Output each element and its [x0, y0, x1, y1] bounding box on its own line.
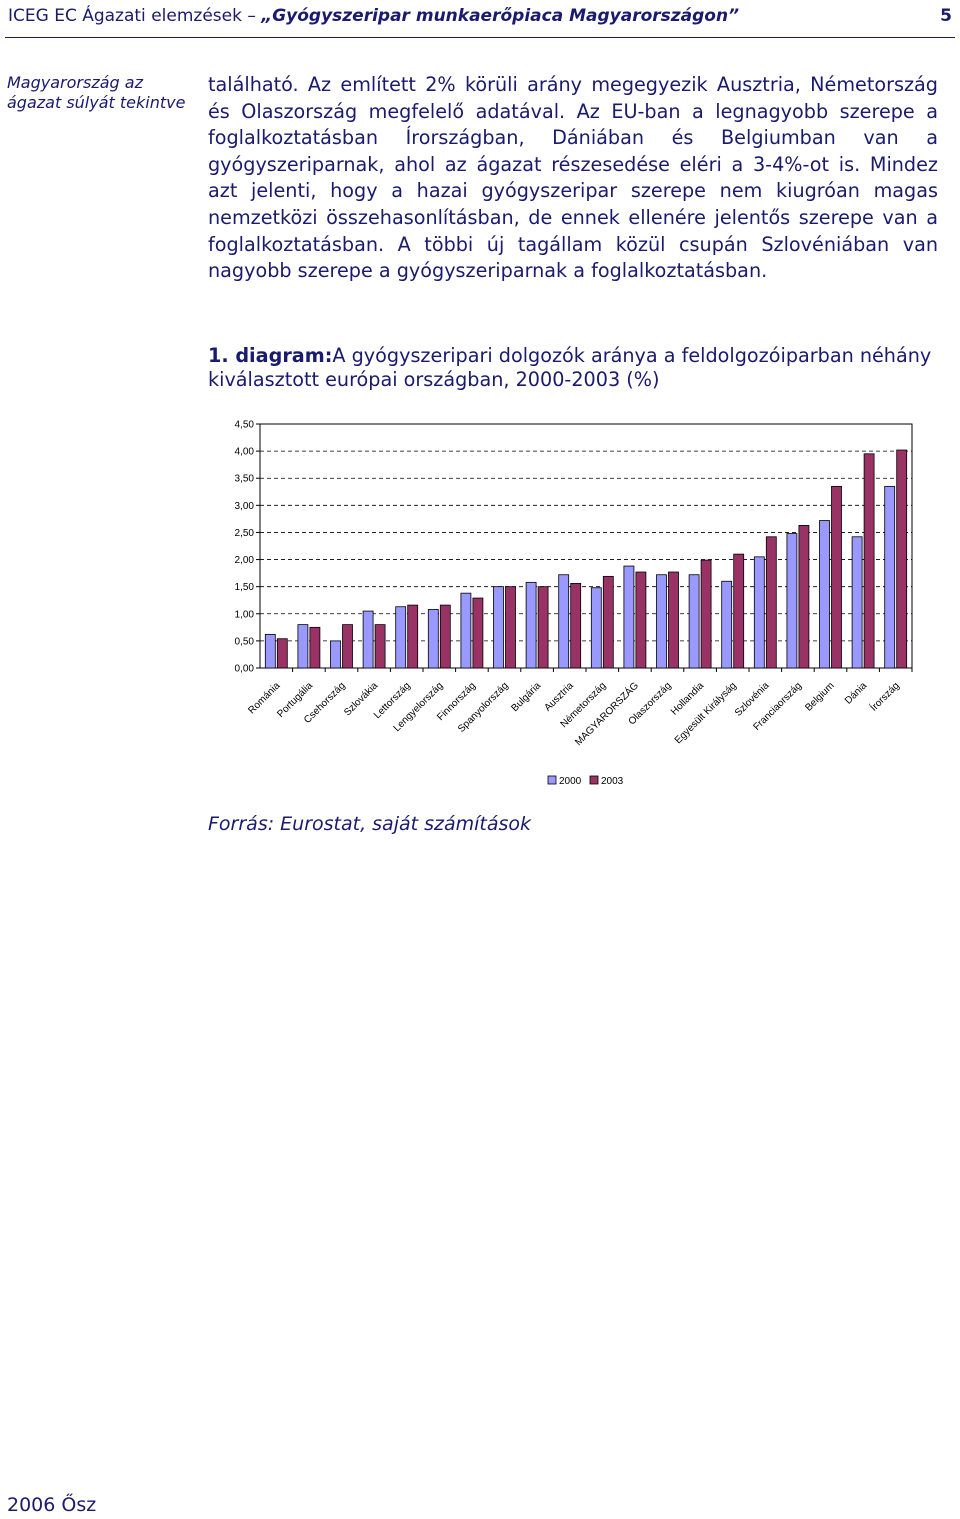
bar-2003 — [342, 624, 353, 669]
body-paragraph: található. Az említett 2% körüli arány m… — [208, 73, 938, 283]
y-tick-label: 2,50 — [235, 528, 255, 539]
chart-caption: 1. diagram:A gyógyszeripari dolgozók ará… — [208, 344, 938, 392]
bar-2003 — [374, 624, 386, 669]
bar-2003 — [505, 586, 516, 669]
y-tick-label: 0,00 — [235, 664, 255, 675]
bar-2003 — [700, 559, 712, 669]
legend-label: 2000 — [559, 776, 582, 787]
bar-2003 — [309, 626, 321, 669]
page-header: ICEG EC Ágazati elemzések – „Gyógyszerip… — [8, 6, 954, 34]
publication-name: ICEG EC Ágazati elemzések – — [8, 6, 262, 26]
chart-svg: 0,00 0,50 1,00 1,50 2,00 2,50 3,00 3,50 4,00 4,50… — [235, 420, 913, 787]
x-tick-label: Dánia — [843, 680, 870, 707]
bar-2000 — [688, 574, 700, 669]
y-tick-label: 3,00 — [235, 501, 255, 512]
bar-2003 — [472, 597, 484, 669]
bar-2003 — [570, 583, 582, 669]
header-divider — [5, 37, 955, 38]
legend-swatch — [547, 775, 557, 785]
legend-label: 2003 — [601, 776, 624, 787]
x-tick-label: Írország — [867, 679, 902, 714]
x-tick-label: Belgium — [803, 680, 836, 713]
bar-2003 — [439, 604, 451, 669]
y-tick-label: 4,50 — [235, 420, 255, 431]
y-tick-label: 0,50 — [235, 636, 255, 647]
bar-2000 — [395, 606, 407, 669]
y-tick-label: 3,50 — [235, 474, 255, 485]
bar-2000 — [460, 592, 472, 669]
page-number: 5 — [940, 6, 952, 26]
chart-caption-label: 1. diagram: — [208, 344, 333, 367]
bar-2000 — [525, 581, 537, 669]
bar-2000 — [493, 586, 504, 669]
source-note: Forrás: Eurostat, saját számítások — [208, 813, 532, 835]
bar-2000 — [264, 633, 276, 669]
plot-area — [259, 423, 913, 669]
bar-2000 — [297, 624, 309, 669]
bar-2000 — [558, 574, 570, 669]
y-tick-label: 4,00 — [235, 447, 255, 458]
bar-2003 — [635, 571, 647, 669]
footer-date: 2006 Ősz — [7, 1494, 97, 1516]
bar-2000 — [753, 556, 765, 669]
bar-2000 — [884, 485, 896, 669]
bar-2000 — [656, 574, 667, 669]
bar-2003 — [733, 553, 745, 669]
bar-2000 — [362, 610, 374, 669]
bar-2000 — [786, 533, 798, 669]
y-tick-label: 2,00 — [235, 555, 255, 566]
bar-2000 — [427, 609, 439, 669]
bar-2003 — [765, 536, 777, 669]
bar-2003 — [831, 485, 842, 669]
y-tick-label: 1,50 — [235, 582, 255, 593]
bar-2003 — [537, 586, 549, 669]
bar-chart: 0,00 0,50 1,00 1,50 2,00 2,50 3,00 3,50 4,00 4,50… — [200, 410, 940, 800]
bar-2000 — [851, 536, 863, 669]
chart-caption-text: A gyógyszeripari dolgozók aránya a feldo… — [208, 344, 932, 391]
bar-2000 — [623, 565, 635, 669]
bar-2003 — [863, 453, 875, 669]
document-title: „Gyógyszeripar munkaerőpiaca Magyarorszá… — [261, 6, 740, 26]
margin-note: Magyarország az ágazat súlyát tekintve — [7, 73, 186, 112]
y-tick-label: 1,00 — [235, 609, 255, 620]
bar-2003 — [602, 575, 614, 669]
bar-2003 — [798, 524, 810, 669]
bar-2000 — [590, 587, 602, 669]
bar-2000 — [330, 640, 341, 669]
bar-2003 — [896, 449, 908, 669]
bar-2003 — [276, 638, 288, 669]
bar-2000 — [819, 520, 830, 669]
x-tick-label: Egyesült Királyság — [673, 680, 739, 746]
bar-2000 — [721, 580, 733, 669]
legend-swatch — [589, 775, 599, 785]
bar-2003 — [407, 604, 419, 669]
x-tick-label: Bulgária — [509, 680, 543, 714]
bar-2003 — [668, 571, 679, 669]
